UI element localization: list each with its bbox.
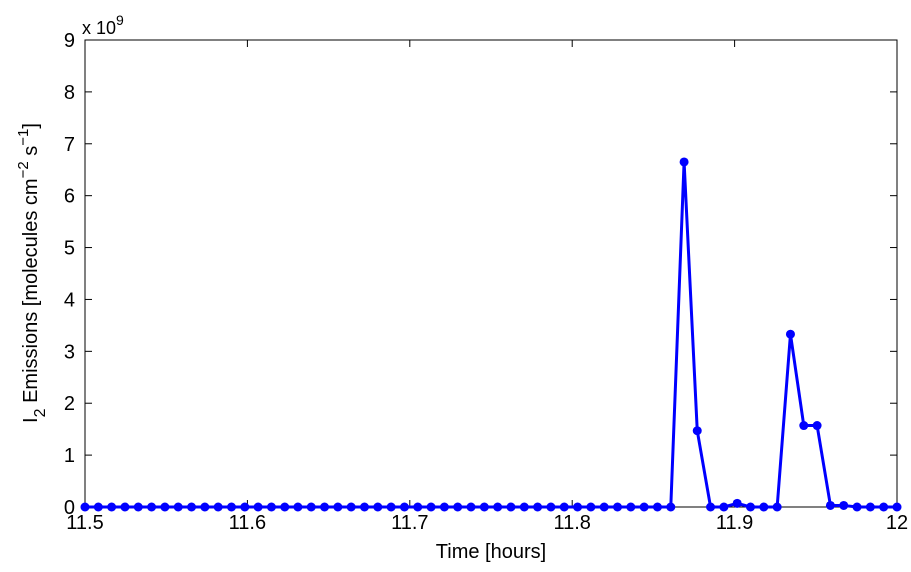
data-point	[812, 421, 822, 431]
data-point	[479, 502, 489, 512]
data-point	[399, 502, 409, 512]
data-point	[120, 502, 130, 512]
data-point	[293, 502, 303, 512]
data-point	[839, 500, 849, 510]
y-tick-label: 7	[64, 134, 75, 156]
data-point	[852, 502, 862, 512]
data-point	[746, 502, 756, 512]
series-group	[80, 157, 902, 512]
data-point	[426, 502, 436, 512]
y-tick-label: 4	[64, 289, 75, 311]
data-point	[865, 502, 875, 512]
data-point	[200, 502, 210, 512]
data-point	[280, 502, 290, 512]
data-point	[706, 502, 716, 512]
y-tick-label: 0	[64, 497, 75, 519]
y-axis-exponent: x 109	[82, 12, 124, 38]
data-point	[533, 502, 543, 512]
data-point	[679, 157, 689, 167]
data-point	[373, 502, 383, 512]
data-point	[546, 502, 556, 512]
data-point	[719, 502, 729, 512]
y-tick-label: 9	[64, 30, 75, 52]
data-point	[173, 502, 183, 512]
data-point	[147, 502, 157, 512]
exponent-power: 9	[116, 12, 124, 28]
y-tick-label: 6	[64, 186, 75, 208]
data-point	[386, 502, 396, 512]
x-tick-label: 11.7	[391, 512, 428, 534]
data-point	[879, 502, 889, 512]
data-point	[80, 502, 90, 512]
y-tick-label: 8	[64, 82, 75, 104]
data-point	[586, 502, 596, 512]
x-axis-label: Time [hours]	[436, 541, 546, 563]
y-tick-label: 2	[64, 393, 75, 415]
data-point	[613, 502, 623, 512]
x-tick-label: 11.6	[229, 512, 266, 534]
data-point	[160, 502, 170, 512]
data-point	[825, 500, 835, 510]
y-tick-label: 3	[64, 341, 75, 363]
plot-area	[84, 39, 898, 508]
data-point	[799, 421, 809, 431]
data-point	[599, 502, 609, 512]
y-tick-label: 5	[64, 238, 75, 260]
data-point	[240, 502, 250, 512]
data-point	[107, 502, 117, 512]
data-point	[333, 502, 343, 512]
data-point	[346, 502, 356, 512]
data-point	[506, 502, 516, 512]
data-point	[93, 502, 103, 512]
data-point	[732, 498, 742, 508]
y-tick-label: 1	[64, 445, 75, 467]
data-point	[692, 426, 702, 436]
data-point	[306, 502, 316, 512]
x-tick-label: 11.9	[716, 512, 753, 534]
data-point	[652, 502, 662, 512]
data-point	[639, 502, 649, 512]
data-point	[666, 502, 676, 512]
data-point	[213, 502, 223, 512]
data-point	[266, 502, 276, 512]
data-point	[559, 502, 569, 512]
data-point	[359, 502, 369, 512]
data-point	[253, 502, 263, 512]
data-point	[439, 502, 449, 512]
data-point	[785, 329, 795, 339]
data-point	[493, 502, 503, 512]
data-point	[187, 502, 197, 512]
data-point	[759, 502, 769, 512]
data-point	[626, 502, 636, 512]
y-axis-label: I2 Emissions [molecules cm−2 s−1]	[15, 123, 49, 423]
data-point	[320, 502, 330, 512]
data-point	[519, 502, 529, 512]
x-tick-label: 11.5	[66, 512, 103, 534]
data-point	[772, 502, 782, 512]
data-point	[133, 502, 143, 512]
data-point	[453, 502, 463, 512]
data-point	[226, 502, 236, 512]
x-tick-label: 11.8	[553, 512, 590, 534]
data-point	[466, 502, 476, 512]
x-tick-label: 12	[886, 512, 908, 534]
data-point	[573, 502, 583, 512]
data-point	[413, 502, 423, 512]
data-point	[892, 502, 902, 512]
